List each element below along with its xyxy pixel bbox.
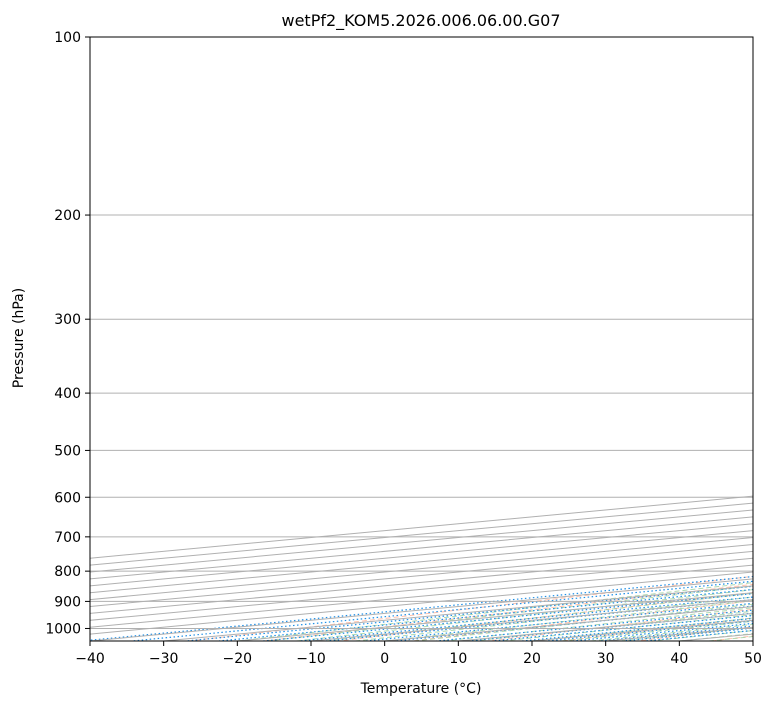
x-tick-label: 10 — [449, 651, 467, 667]
dry-adiabat-line — [711, 635, 753, 641]
moist-adiabat-line — [708, 636, 753, 641]
grid-layer — [90, 37, 753, 641]
isotherm-line — [531, 619, 753, 641]
isotherm-line — [90, 537, 753, 601]
y-tick-label: 700 — [54, 530, 81, 546]
moist-adiabat-line — [649, 630, 753, 641]
mixing-ratio-line — [622, 627, 753, 641]
moist-adiabat-line — [531, 617, 753, 641]
moist-adiabat-line — [561, 620, 753, 641]
y-tick-label: 400 — [54, 386, 81, 402]
mixing-ratio-line — [492, 614, 753, 641]
x-tick-label: −40 — [75, 651, 105, 667]
y-tick-label: 800 — [54, 564, 81, 580]
x-tick-label: 50 — [744, 651, 762, 667]
isotherm-line — [90, 502, 753, 566]
y-tick-label: 600 — [54, 490, 81, 506]
y-tick-label: 1000 — [45, 621, 81, 637]
x-tick-label: 40 — [670, 651, 688, 667]
isotherm-line — [90, 564, 753, 628]
plot-frame — [89, 36, 754, 642]
x-axis-label: Temperature (°C) — [360, 681, 482, 697]
y-tick-label: 500 — [54, 443, 81, 459]
isotherm-line — [90, 509, 753, 573]
y-tick-label: 900 — [54, 594, 81, 610]
tick-layer: −40 −30 −20 −10 0 10 20 30 40 50 100 200 300 400 500 60… — [45, 30, 762, 667]
dry-adiabat-line — [263, 583, 753, 641]
dry-adiabat-line — [636, 626, 753, 641]
isotherm-line — [90, 495, 753, 559]
x-tick-label: −10 — [296, 651, 326, 667]
isotherm-line — [752, 640, 753, 641]
moist-adiabat-line — [296, 589, 753, 641]
isotherm-line — [90, 557, 753, 621]
y-tick-label: 100 — [54, 30, 81, 46]
isotherm-line — [90, 543, 753, 608]
y-axis-label: Pressure (hPa) — [11, 288, 27, 388]
mixing-ratio-line — [90, 575, 753, 641]
isotherm-line — [90, 550, 753, 614]
moist-adiabat-line — [266, 585, 753, 641]
x-tick-label: 30 — [597, 651, 615, 667]
x-tick-label: −20 — [223, 651, 253, 667]
isotherm-line — [384, 606, 753, 641]
isotherm-line — [90, 523, 753, 587]
isotherm-line — [90, 516, 753, 580]
y-tick-label: 200 — [54, 208, 81, 224]
moist-adiabat-line — [384, 600, 753, 641]
mixing-ratio-line — [218, 588, 753, 641]
dry-adiabat-line — [562, 617, 753, 641]
x-tick-label: 0 — [380, 651, 389, 667]
moist-adiabat-line — [620, 627, 753, 641]
x-tick-label: 20 — [523, 651, 541, 667]
x-tick-label: −30 — [149, 651, 179, 667]
isotherm-line — [90, 530, 753, 594]
moist-adiabat-line — [355, 596, 753, 641]
y-tick-label: 300 — [54, 312, 81, 328]
mixing-ratio-line — [365, 602, 753, 641]
moist-adiabat-line — [443, 607, 753, 641]
dry-adiabat-line — [338, 592, 753, 641]
dry-adiabat-line — [487, 608, 753, 641]
chart-title: wetPf2_KOM5.2026.006.06.00.G07 — [281, 11, 560, 31]
isotherm-line — [90, 578, 753, 641]
moist-adiabat-line — [473, 610, 753, 641]
